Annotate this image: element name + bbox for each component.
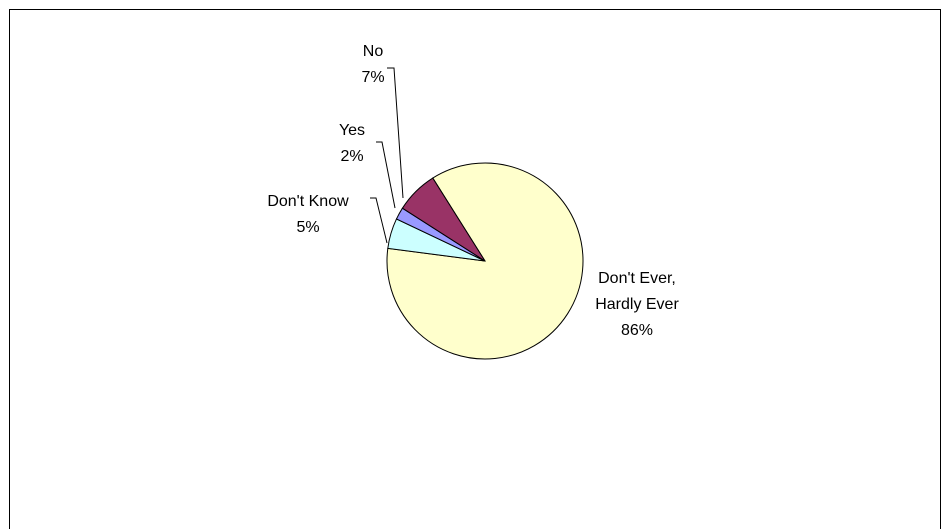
slice-labels: Don't Ever, Hardly Ever 86% Don't Know 5% Yes… <box>267 43 679 339</box>
slice-percent-label: 5% <box>296 219 319 236</box>
slice-category-label: Don't Ever, <box>598 270 676 287</box>
pie-slice-no <box>401 177 486 262</box>
leader-lines <box>370 67 404 244</box>
pie-slices <box>386 162 584 360</box>
slice-category-label: No <box>363 43 384 60</box>
slice-category-label: Don't Know <box>267 193 349 210</box>
leader-line-don-t-know <box>370 197 388 244</box>
slice-percent-label: 7% <box>361 69 384 86</box>
slice-percent-label: 2% <box>340 148 363 165</box>
slice-category-label: Hardly Ever <box>595 296 679 313</box>
slice-category-label: Yes <box>339 122 365 139</box>
slice-percent-label: 86% <box>621 322 653 339</box>
leader-line-yes <box>376 141 396 209</box>
leader-line-no <box>387 67 404 199</box>
